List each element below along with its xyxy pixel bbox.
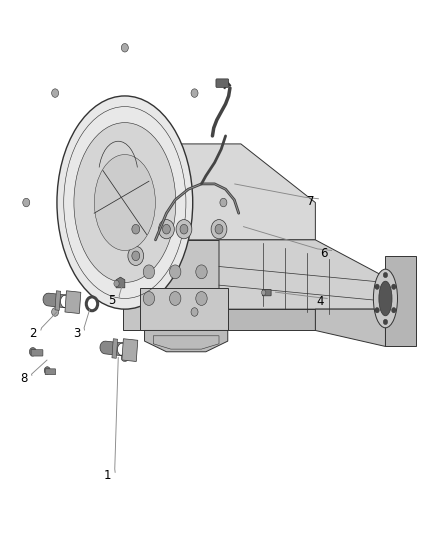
Text: 7: 7 bbox=[307, 195, 315, 208]
Ellipse shape bbox=[94, 155, 155, 251]
Circle shape bbox=[132, 224, 140, 234]
Ellipse shape bbox=[74, 123, 176, 282]
Circle shape bbox=[180, 224, 188, 234]
Polygon shape bbox=[140, 288, 228, 330]
Circle shape bbox=[114, 280, 119, 287]
Circle shape bbox=[162, 224, 170, 234]
Circle shape bbox=[383, 272, 388, 278]
Text: 3: 3 bbox=[73, 327, 80, 340]
Circle shape bbox=[191, 308, 198, 316]
Circle shape bbox=[383, 319, 388, 325]
Text: 2: 2 bbox=[29, 327, 37, 340]
Circle shape bbox=[375, 284, 379, 289]
Circle shape bbox=[392, 284, 396, 289]
Circle shape bbox=[159, 220, 174, 239]
FancyBboxPatch shape bbox=[31, 350, 43, 356]
Ellipse shape bbox=[373, 269, 398, 328]
Circle shape bbox=[23, 198, 30, 207]
Circle shape bbox=[143, 292, 155, 305]
Polygon shape bbox=[219, 240, 385, 309]
Circle shape bbox=[121, 44, 128, 52]
Polygon shape bbox=[219, 309, 315, 330]
Circle shape bbox=[261, 290, 266, 295]
Circle shape bbox=[392, 308, 396, 313]
Circle shape bbox=[132, 251, 140, 261]
Text: 1: 1 bbox=[103, 469, 111, 482]
Circle shape bbox=[191, 89, 198, 98]
Circle shape bbox=[44, 367, 50, 374]
Polygon shape bbox=[65, 291, 81, 313]
Text: 8: 8 bbox=[21, 372, 28, 385]
FancyBboxPatch shape bbox=[262, 289, 271, 296]
Polygon shape bbox=[116, 277, 125, 288]
Circle shape bbox=[121, 353, 128, 361]
Circle shape bbox=[52, 89, 59, 98]
Circle shape bbox=[211, 220, 227, 239]
Polygon shape bbox=[55, 290, 61, 310]
Polygon shape bbox=[112, 338, 118, 358]
Circle shape bbox=[143, 265, 155, 279]
Polygon shape bbox=[123, 240, 219, 330]
Circle shape bbox=[29, 348, 36, 356]
Text: 6: 6 bbox=[320, 247, 328, 260]
Text: 5: 5 bbox=[108, 294, 115, 306]
Circle shape bbox=[176, 220, 192, 239]
Circle shape bbox=[128, 220, 144, 239]
Circle shape bbox=[128, 246, 144, 265]
Ellipse shape bbox=[57, 96, 193, 309]
Circle shape bbox=[196, 265, 207, 279]
Polygon shape bbox=[43, 293, 66, 308]
Circle shape bbox=[375, 308, 379, 313]
Text: 4: 4 bbox=[316, 295, 324, 308]
Polygon shape bbox=[385, 256, 416, 346]
FancyBboxPatch shape bbox=[45, 369, 56, 375]
Polygon shape bbox=[100, 341, 123, 356]
Circle shape bbox=[196, 292, 207, 305]
Circle shape bbox=[170, 265, 181, 279]
Polygon shape bbox=[145, 330, 228, 352]
FancyBboxPatch shape bbox=[216, 79, 229, 87]
Circle shape bbox=[52, 308, 59, 316]
Polygon shape bbox=[315, 309, 385, 346]
Circle shape bbox=[220, 198, 227, 207]
Circle shape bbox=[170, 292, 181, 305]
Ellipse shape bbox=[379, 281, 392, 316]
Polygon shape bbox=[123, 144, 315, 240]
Circle shape bbox=[215, 224, 223, 234]
Polygon shape bbox=[122, 339, 138, 361]
